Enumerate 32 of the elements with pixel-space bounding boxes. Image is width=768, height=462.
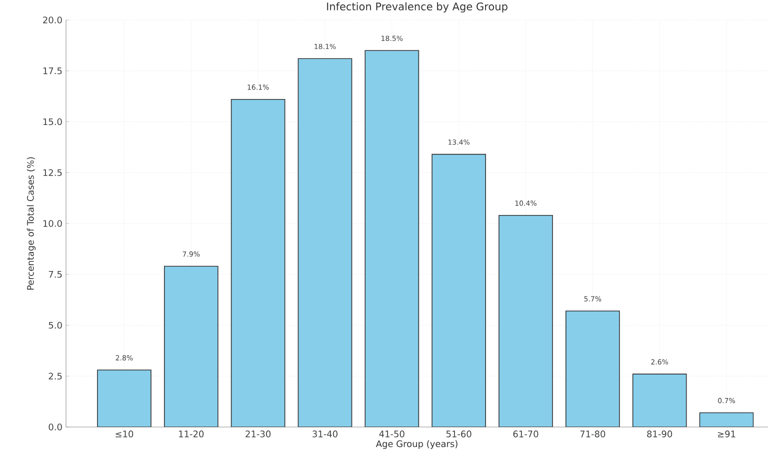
x-tick-label: 31-40: [312, 430, 338, 438]
x-tick-label: ≥91: [718, 430, 736, 438]
y-tick-label: 5.0: [48, 322, 62, 329]
y-tick-label: 10.0: [43, 220, 62, 227]
y-tick-label: 15.0: [43, 118, 62, 126]
chart-title: Infection Prevalence by Age Group: [327, 2, 508, 12]
bar: [432, 154, 486, 427]
y-tick-label: 17.5: [43, 68, 62, 74]
x-axis-title: Age Group (years): [376, 440, 458, 449]
x-tick-label: 71-80: [580, 430, 606, 438]
y-tick-label: 20.0: [43, 16, 62, 24]
x-tick-label: 51-60: [446, 430, 472, 438]
y-tick-label: 7.5: [48, 271, 62, 278]
bar: [364, 50, 420, 427]
y-tick-label: 0.0: [48, 424, 62, 430]
bar: [632, 374, 687, 427]
bar: [230, 98, 286, 427]
bar: [498, 214, 553, 427]
bar: [164, 266, 218, 427]
x-tick-label: 11-20: [179, 430, 204, 438]
x-tick-label: 61-70: [513, 430, 538, 438]
y-axis-title: Percentage of Total Cases (%): [26, 157, 36, 290]
bar: [699, 412, 754, 427]
bar: [97, 370, 152, 427]
y-tick-label: 2.5: [48, 372, 62, 380]
bar: [298, 58, 352, 427]
bar: [566, 310, 620, 427]
x-tick-label: ≤10: [116, 430, 134, 438]
x-tick-label: 21-30: [246, 430, 271, 438]
x-tick-label: 81-90: [647, 430, 672, 438]
y-tick-label: 12.5: [43, 169, 62, 176]
x-tick-label: 41-50: [379, 430, 404, 438]
